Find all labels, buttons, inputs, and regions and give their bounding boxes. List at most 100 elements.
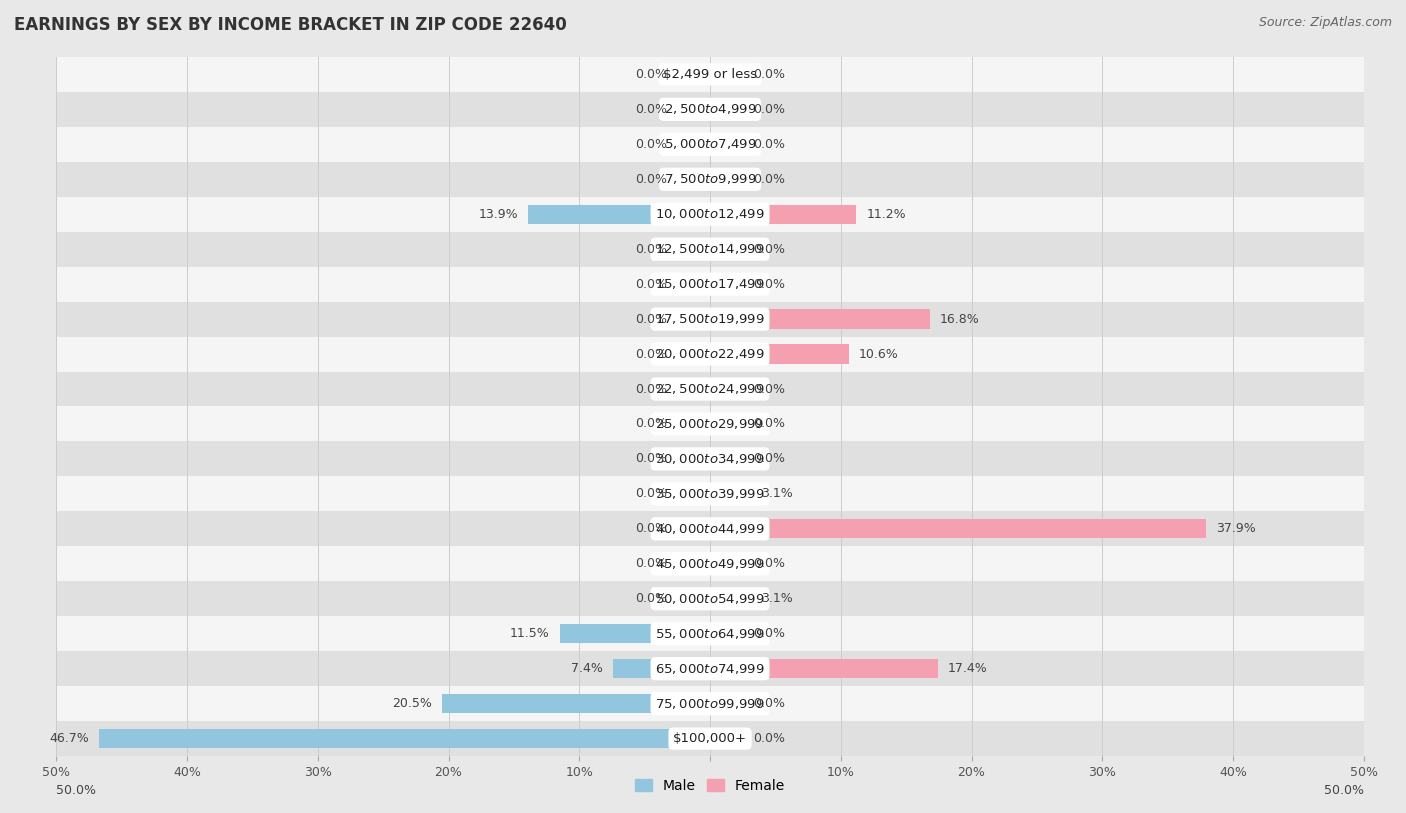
Text: 0.0%: 0.0%	[636, 243, 666, 255]
Bar	[678, 520, 710, 538]
Text: $20,000 to $22,499: $20,000 to $22,499	[655, 347, 765, 361]
Legend: Male, Female: Male, Female	[630, 773, 790, 798]
FancyBboxPatch shape	[56, 581, 1364, 616]
Text: $30,000 to $34,999: $30,000 to $34,999	[655, 452, 765, 466]
FancyBboxPatch shape	[56, 441, 1364, 476]
FancyBboxPatch shape	[56, 721, 1364, 756]
Text: 0.0%: 0.0%	[754, 698, 785, 710]
FancyBboxPatch shape	[56, 302, 1364, 337]
FancyBboxPatch shape	[56, 686, 1364, 721]
Text: 46.7%: 46.7%	[49, 733, 89, 745]
Text: 0.0%: 0.0%	[636, 523, 666, 535]
FancyBboxPatch shape	[56, 127, 1364, 162]
Bar	[678, 554, 710, 573]
Text: 50.0%: 50.0%	[1324, 784, 1364, 797]
Text: 0.0%: 0.0%	[636, 348, 666, 360]
Bar	[710, 694, 742, 713]
Text: $17,500 to $19,999: $17,500 to $19,999	[655, 312, 765, 326]
Bar	[678, 485, 710, 503]
FancyBboxPatch shape	[56, 337, 1364, 372]
Bar	[710, 450, 742, 468]
Bar	[678, 135, 710, 154]
Text: $2,500 to $4,999: $2,500 to $4,999	[664, 102, 756, 116]
Text: 0.0%: 0.0%	[636, 278, 666, 290]
FancyBboxPatch shape	[56, 511, 1364, 546]
Text: 0.0%: 0.0%	[754, 453, 785, 465]
Bar	[678, 345, 710, 363]
Text: 0.0%: 0.0%	[636, 593, 666, 605]
FancyBboxPatch shape	[56, 232, 1364, 267]
Text: 10.6%: 10.6%	[859, 348, 898, 360]
Text: $22,500 to $24,999: $22,500 to $24,999	[655, 382, 765, 396]
Bar	[710, 205, 856, 224]
Text: 20.5%: 20.5%	[392, 698, 432, 710]
Bar	[678, 380, 710, 398]
FancyBboxPatch shape	[56, 616, 1364, 651]
Text: 0.0%: 0.0%	[754, 733, 785, 745]
Text: 0.0%: 0.0%	[754, 103, 785, 115]
Text: 0.0%: 0.0%	[636, 488, 666, 500]
Bar	[710, 100, 742, 119]
Text: $50,000 to $54,999: $50,000 to $54,999	[655, 592, 765, 606]
FancyBboxPatch shape	[56, 267, 1364, 302]
FancyBboxPatch shape	[56, 197, 1364, 232]
Bar	[710, 659, 938, 678]
FancyBboxPatch shape	[56, 546, 1364, 581]
Text: $10,000 to $12,499: $10,000 to $12,499	[655, 207, 765, 221]
Text: $12,500 to $14,999: $12,500 to $14,999	[655, 242, 765, 256]
Bar	[678, 310, 710, 328]
Text: EARNINGS BY SEX BY INCOME BRACKET IN ZIP CODE 22640: EARNINGS BY SEX BY INCOME BRACKET IN ZIP…	[14, 16, 567, 34]
Text: 17.4%: 17.4%	[948, 663, 988, 675]
Text: 3.1%: 3.1%	[761, 593, 793, 605]
Text: 0.0%: 0.0%	[754, 278, 785, 290]
Text: 0.0%: 0.0%	[754, 418, 785, 430]
Bar	[710, 65, 742, 84]
Bar	[710, 415, 742, 433]
Text: 0.0%: 0.0%	[754, 628, 785, 640]
Text: 0.0%: 0.0%	[636, 173, 666, 185]
Bar	[678, 275, 710, 293]
Text: 0.0%: 0.0%	[636, 313, 666, 325]
Bar	[710, 275, 742, 293]
Text: 7.4%: 7.4%	[571, 663, 603, 675]
Bar	[678, 240, 710, 259]
FancyBboxPatch shape	[56, 406, 1364, 441]
Text: $2,499 or less: $2,499 or less	[664, 68, 756, 80]
Text: $7,500 to $9,999: $7,500 to $9,999	[664, 172, 756, 186]
Text: 50.0%: 50.0%	[56, 784, 96, 797]
Text: 0.0%: 0.0%	[636, 383, 666, 395]
Bar	[710, 729, 742, 748]
Bar	[710, 520, 1205, 538]
Text: 0.0%: 0.0%	[754, 383, 785, 395]
Bar	[710, 135, 742, 154]
Bar	[100, 729, 710, 748]
Bar	[678, 100, 710, 119]
Text: 3.1%: 3.1%	[761, 488, 793, 500]
Text: 16.8%: 16.8%	[941, 313, 980, 325]
Text: 11.5%: 11.5%	[509, 628, 550, 640]
FancyBboxPatch shape	[56, 651, 1364, 686]
Bar	[710, 170, 742, 189]
Text: 0.0%: 0.0%	[754, 243, 785, 255]
Bar	[710, 624, 742, 643]
Text: 0.0%: 0.0%	[636, 68, 666, 80]
Bar	[560, 624, 710, 643]
Text: $5,000 to $7,499: $5,000 to $7,499	[664, 137, 756, 151]
FancyBboxPatch shape	[56, 57, 1364, 92]
Text: $35,000 to $39,999: $35,000 to $39,999	[655, 487, 765, 501]
Text: 37.9%: 37.9%	[1216, 523, 1256, 535]
Text: $100,000+: $100,000+	[673, 733, 747, 745]
Text: 0.0%: 0.0%	[636, 138, 666, 150]
Bar	[613, 659, 710, 678]
Bar	[678, 415, 710, 433]
Text: Source: ZipAtlas.com: Source: ZipAtlas.com	[1258, 16, 1392, 29]
Text: 0.0%: 0.0%	[754, 173, 785, 185]
Text: 11.2%: 11.2%	[868, 208, 907, 220]
Text: 0.0%: 0.0%	[754, 68, 785, 80]
Text: $45,000 to $49,999: $45,000 to $49,999	[655, 557, 765, 571]
FancyBboxPatch shape	[56, 162, 1364, 197]
Text: $40,000 to $44,999: $40,000 to $44,999	[655, 522, 765, 536]
FancyBboxPatch shape	[56, 372, 1364, 406]
Bar	[710, 554, 742, 573]
Text: $15,000 to $17,499: $15,000 to $17,499	[655, 277, 765, 291]
